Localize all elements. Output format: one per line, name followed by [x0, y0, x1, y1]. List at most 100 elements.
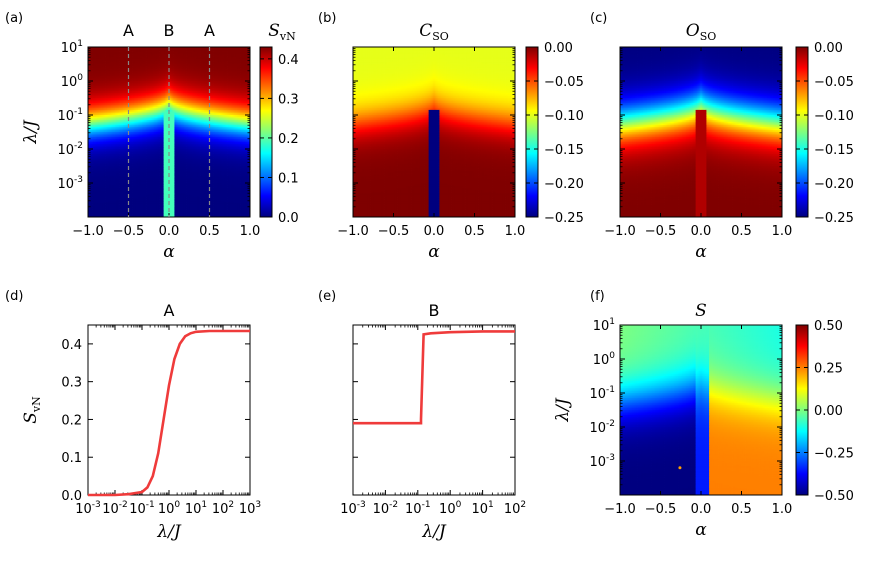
heatmap-cell	[132, 62, 135, 65]
heatmap-cell	[106, 67, 109, 70]
heatmap-cell	[113, 70, 116, 73]
heatmap-cell	[213, 57, 216, 60]
heatmap-cell	[217, 52, 220, 55]
heatmap-cell	[131, 50, 133, 53]
heatmap-cell	[247, 47, 250, 50]
heatmap-cell	[135, 58, 137, 61]
heatmap-cell	[229, 55, 232, 58]
heatmap-cell	[154, 62, 156, 65]
heatmap-cell	[166, 58, 169, 61]
heatmap-cell	[150, 57, 152, 60]
heatmap-cell	[104, 52, 106, 55]
heatmap-cell	[113, 52, 116, 55]
heatmap-cell	[136, 64, 139, 67]
heatmap-cell	[163, 57, 166, 60]
heatmap-cell	[177, 69, 179, 72]
heatmap-cell	[96, 60, 98, 63]
heatmap-cell	[182, 67, 185, 70]
heatmap-cell	[88, 72, 90, 75]
heatmap-cell	[205, 57, 208, 60]
heatmap-cell	[233, 52, 236, 55]
heatmap-cell	[159, 50, 162, 53]
heatmap-cell	[96, 65, 98, 68]
heatmap-cell	[94, 62, 97, 65]
heatmap-cell	[128, 69, 131, 72]
heatmap-cell	[217, 64, 220, 67]
heatmap-cell	[171, 58, 174, 61]
heatmap-cell	[147, 50, 150, 53]
heatmap-cell	[198, 48, 201, 51]
heatmap-cell	[129, 50, 132, 53]
heatmap-cell	[93, 62, 96, 65]
heatmap-cell	[244, 53, 247, 56]
heatmap-cell	[121, 58, 124, 61]
heatmap-cell	[231, 55, 233, 58]
heatmap-cell	[115, 62, 117, 65]
heatmap-cell	[209, 72, 212, 75]
heatmap-cell	[243, 67, 245, 70]
heatmap-cell	[202, 65, 205, 68]
heatmap-cell	[88, 70, 90, 73]
heatmap-cell	[156, 60, 159, 63]
heatmap-cell	[232, 55, 235, 58]
heatmap-cell	[227, 53, 229, 56]
heatmap-cell	[116, 64, 119, 67]
heatmap-cell	[131, 48, 133, 51]
heatmap-cell	[174, 64, 177, 67]
heatmap-cell	[232, 48, 235, 51]
heatmap-cell	[156, 55, 159, 58]
heatmap-cell	[237, 58, 240, 61]
heatmap-cell	[225, 50, 228, 53]
heatmap-cell	[186, 58, 189, 61]
heatmap-cell	[245, 57, 248, 60]
heatmap-cell	[239, 47, 241, 50]
heatmap-cell	[239, 65, 241, 68]
heatmap-cell	[169, 53, 171, 56]
heatmap-cell	[186, 70, 189, 73]
heatmap-cell	[236, 65, 239, 68]
heatmap-cell	[229, 47, 232, 50]
heatmap-cell	[117, 55, 120, 58]
heatmap-cell	[151, 72, 154, 75]
heatmap-cell	[174, 55, 177, 58]
heatmap-cell	[129, 62, 132, 65]
heatmap-cell	[236, 55, 239, 58]
heatmap-cell	[163, 53, 166, 56]
heatmap-cell	[181, 47, 183, 50]
heatmap-cell	[197, 60, 200, 63]
heatmap-cell	[170, 47, 173, 50]
heatmap-cell	[92, 52, 94, 55]
heatmap-cell	[189, 64, 191, 67]
heatmap-cell	[108, 52, 110, 55]
heatmap-cell	[178, 50, 181, 53]
heatmap-cell	[104, 67, 106, 70]
heatmap-cell	[124, 69, 127, 72]
heatmap-cell	[197, 47, 200, 50]
heatmap-cell	[93, 67, 96, 70]
heatmap-cell	[135, 53, 137, 56]
heatmap-cell	[133, 47, 136, 50]
heatmap-cell	[155, 65, 158, 68]
heatmap-cell	[101, 53, 104, 56]
heatmap-cell	[204, 58, 206, 61]
heatmap-cell	[105, 69, 108, 72]
heatmap-cell	[189, 72, 191, 75]
heatmap-cell	[88, 65, 90, 68]
heatmap-cell	[136, 67, 139, 70]
heatmap-cell	[187, 55, 190, 58]
heatmap-cell	[123, 67, 125, 70]
heatmap-cell	[116, 65, 119, 68]
heatmap-cell	[164, 64, 167, 67]
heatmap-cell	[175, 50, 178, 53]
heatmap-cell	[150, 65, 152, 68]
heatmap-cell	[193, 72, 196, 75]
heatmap-cell	[198, 60, 201, 63]
heatmap-cell	[162, 53, 164, 56]
heatmap-cell	[204, 69, 206, 72]
heatmap-cell	[162, 48, 164, 51]
heatmap-cell	[162, 50, 164, 53]
heatmap-cell	[113, 50, 116, 53]
heatmap-cell	[120, 57, 123, 60]
heatmap-cell	[186, 53, 189, 56]
heatmap-cell	[174, 52, 177, 55]
